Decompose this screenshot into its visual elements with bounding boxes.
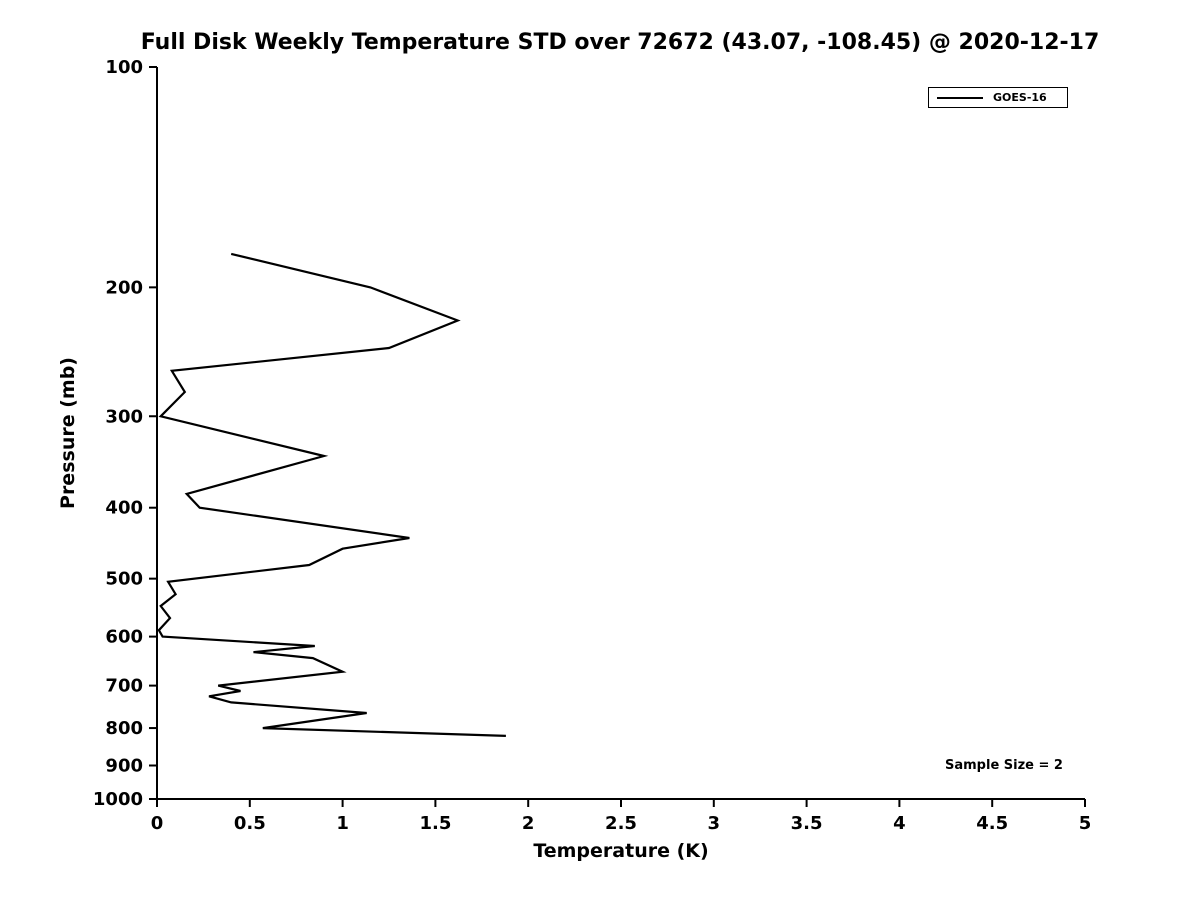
sample-size-annotation: Sample Size = 2 xyxy=(945,758,1063,773)
x-tick-label: 2 xyxy=(522,813,535,834)
y-axis-label: Pressure (mb) xyxy=(57,357,79,509)
y-tick-label: 600 xyxy=(105,627,143,648)
x-tick-label: 1.5 xyxy=(419,813,451,834)
x-tick-label: 4.5 xyxy=(976,813,1008,834)
chart-title: Full Disk Weekly Temperature STD over 72… xyxy=(140,30,1100,55)
x-tick-label: 3.5 xyxy=(791,813,823,834)
legend: GOES-16 xyxy=(928,87,1068,108)
x-tick-label: 5 xyxy=(1079,813,1092,834)
x-tick-label: 0.5 xyxy=(234,813,266,834)
x-tick-label: 4 xyxy=(893,813,906,834)
legend-entry-goes16: GOES-16 xyxy=(993,91,1047,104)
series-line-goes-16 xyxy=(157,252,506,737)
y-tick-label: 100 xyxy=(105,57,143,78)
x-axis-label: Temperature (K) xyxy=(533,840,709,862)
legend-line-sample xyxy=(937,96,983,99)
x-tick-label: 1 xyxy=(336,813,349,834)
x-tick-label: 2.5 xyxy=(605,813,637,834)
y-tick-label: 300 xyxy=(105,406,143,427)
y-tick-label: 500 xyxy=(105,569,143,590)
x-tick-label: 0 xyxy=(151,813,164,834)
y-tick-label: 200 xyxy=(105,277,143,298)
y-tick-label: 1000 xyxy=(93,789,143,810)
x-tick-label: 3 xyxy=(708,813,721,834)
y-tick-label: 900 xyxy=(105,756,143,777)
y-tick-label: 800 xyxy=(105,718,143,739)
y-tick-label: 400 xyxy=(105,498,143,519)
y-tick-label: 700 xyxy=(105,676,143,697)
